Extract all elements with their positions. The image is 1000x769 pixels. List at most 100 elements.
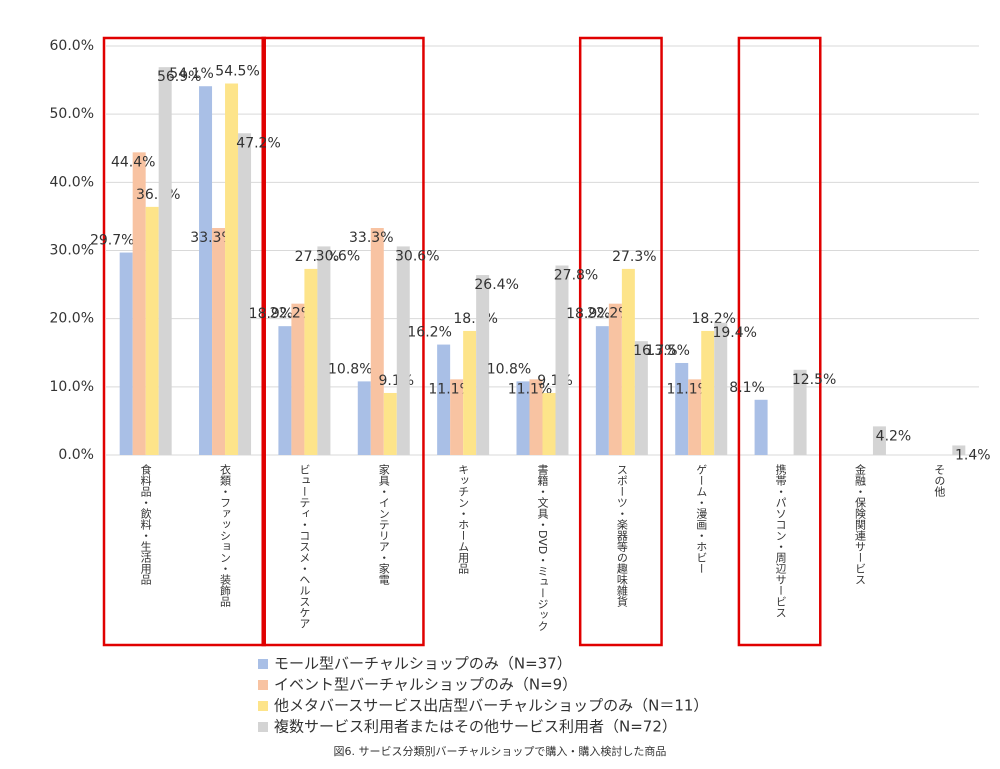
y-tick-label: 30.0% (50, 243, 94, 259)
data-label: 18.9% (249, 306, 293, 322)
bar (304, 268, 318, 455)
x-tick-label: 書籍・文具・DVD・ミュージック (536, 463, 549, 632)
data-label: 22.2% (587, 306, 631, 322)
data-label: 12.5% (792, 372, 836, 388)
highlight-box (261, 36, 425, 647)
bar (199, 86, 213, 456)
data-label: 1.4% (955, 447, 991, 463)
bar (872, 426, 886, 455)
data-label: 33.3% (190, 230, 234, 246)
bar (225, 83, 239, 455)
legend-swatch (258, 701, 268, 711)
y-tick-label: 0.0% (58, 447, 94, 463)
data-label: 30.6% (395, 248, 439, 264)
data-label: 54.1% (169, 66, 213, 82)
data-label: 27.3% (612, 249, 656, 265)
data-label: 56.9% (157, 69, 201, 85)
bar (952, 445, 966, 455)
x-tick-label: 金融・保険関連サービス (853, 463, 866, 585)
data-label: 11.1% (508, 381, 552, 397)
data-label: 11.1% (428, 381, 472, 397)
bar (701, 330, 715, 455)
bar (608, 303, 622, 455)
x-tick-label: その他 (933, 464, 946, 497)
data-label: 26.4% (474, 277, 518, 293)
bar (714, 322, 728, 455)
bar (278, 326, 292, 455)
bar (158, 67, 172, 456)
bar (793, 369, 807, 455)
highlight-box (102, 36, 266, 647)
bar (357, 381, 371, 455)
y-tick-label: 40.0% (50, 174, 94, 190)
bar (437, 344, 451, 455)
bar (291, 303, 305, 455)
bar (476, 275, 490, 455)
legend-swatch (258, 680, 268, 690)
data-label: 29.7% (90, 233, 134, 249)
data-label: 8.1% (729, 380, 765, 396)
legend-swatch (258, 659, 268, 669)
x-tick-label: ゲーム・漫画・ホビー (695, 464, 708, 574)
data-label: 10.8% (487, 361, 531, 377)
data-label: 30.6% (316, 248, 360, 264)
bar (145, 206, 159, 455)
x-tick-label: 携帯・パソコン・周辺サービス (774, 463, 787, 618)
bar (132, 152, 146, 455)
bar (595, 326, 609, 455)
bar (370, 228, 384, 455)
bar (450, 379, 464, 455)
highlight-box (578, 36, 663, 647)
bar (383, 392, 397, 455)
bar (529, 379, 543, 455)
data-label: 27.8% (554, 267, 598, 283)
legend-label: 他メタバースサービス出店型バーチャルショップのみ（N＝11） (274, 697, 708, 715)
bar (675, 362, 689, 455)
data-label: 36.4% (136, 187, 180, 203)
bar (542, 392, 556, 455)
y-tick-label: 60.0% (50, 38, 94, 54)
highlight-box (737, 36, 822, 647)
bar (516, 381, 530, 455)
data-label: 44.4% (111, 154, 155, 170)
data-label: 47.2% (236, 135, 280, 151)
legend-label: イベント型バーチャルショップのみ（N=9） (274, 676, 577, 694)
x-tick-label: ビューティ・コスメ・ヘルスケア (298, 464, 311, 629)
bar (463, 330, 477, 455)
x-tick-label: 衣類・ファッション・装飾品 (219, 463, 232, 607)
legend-label: モール型バーチャルショップのみ（N=37） (274, 655, 572, 673)
y-tick-label: 10.0% (50, 379, 94, 395)
data-label: 33.3% (349, 230, 393, 246)
x-tick-label: 家具・インテリア・家電 (377, 463, 390, 585)
bar (396, 246, 410, 455)
bar (621, 268, 635, 455)
data-label: 13.5% (645, 343, 689, 359)
data-label: 54.5% (215, 63, 259, 79)
bar (212, 228, 226, 455)
bar (688, 379, 702, 455)
x-tick-label: スポーツ・楽器等の趣味雑貨 (615, 464, 628, 608)
bar (238, 133, 252, 455)
x-tick-label: 食料品・飲料・生活用品 (139, 463, 152, 585)
bar (119, 252, 133, 455)
data-label: 10.8% (328, 361, 372, 377)
data-label: 4.2% (876, 428, 912, 444)
x-tick-label: キッチン・ホーム用品 (457, 464, 470, 574)
bar (555, 265, 569, 455)
chart-title: 図6. サービス分類別バーチャルショップで購入・購入検討した商品 (334, 744, 667, 758)
data-label: 16.7% (633, 343, 677, 359)
data-label: 19.4% (712, 325, 756, 341)
legend-label: 複数サービス利用者またはその他サービス利用者（N=72） (274, 718, 677, 736)
data-label: 22.2% (270, 306, 314, 322)
y-tick-label: 20.0% (50, 311, 94, 327)
legend-swatch (258, 722, 268, 732)
bar (634, 341, 648, 455)
data-label: 11.1% (666, 381, 710, 397)
bar (754, 399, 768, 455)
data-label: 16.2% (407, 325, 451, 341)
bar (317, 246, 331, 455)
data-label: 18.2% (453, 311, 497, 327)
data-label: 18.9% (566, 306, 610, 322)
y-tick-label: 50.0% (50, 106, 94, 122)
